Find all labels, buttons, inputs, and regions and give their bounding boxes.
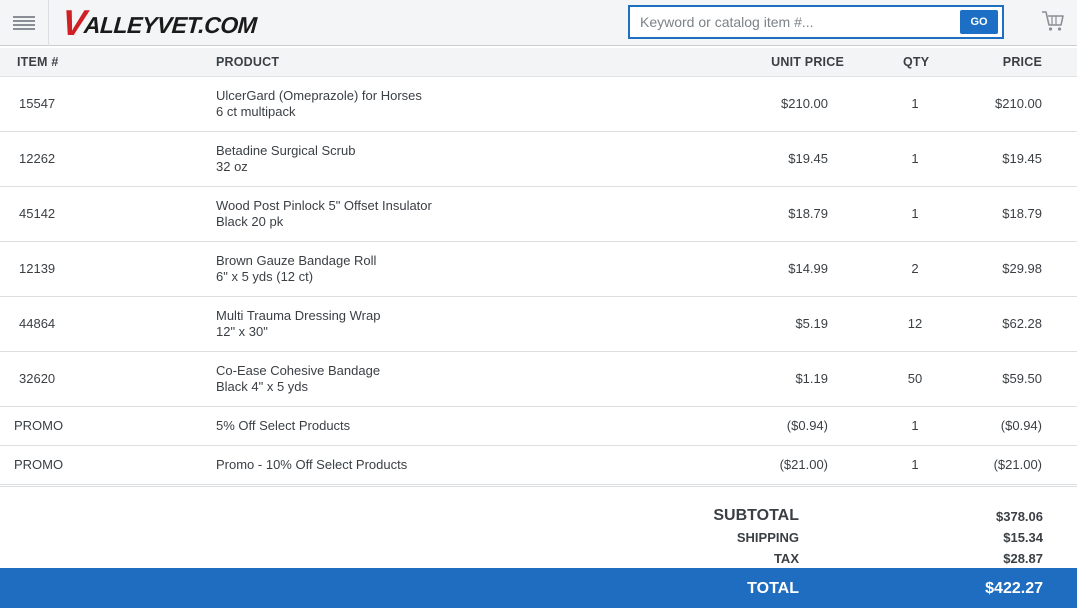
- item-number: 45142: [19, 206, 56, 221]
- column-header-price: PRICE: [1002, 55, 1042, 69]
- valleyvet-logo[interactable]: V ALLEYVET.COM: [60, 2, 258, 43]
- table-row: 12262 Betadine Surgical Scrub 32 oz $19.…: [0, 132, 1077, 187]
- line-price: $59.50: [1002, 371, 1042, 386]
- promo-row: PROMO 5% Off Select Products ($0.94) 1 (…: [0, 407, 1077, 446]
- product-name: Multi Trauma Dressing Wrap: [216, 308, 381, 323]
- promo-tag: PROMO: [14, 418, 64, 433]
- line-price: ($0.94): [1000, 418, 1042, 433]
- product-name: Brown Gauze Bandage Roll: [216, 253, 377, 268]
- unit-price: ($21.00): [779, 457, 828, 472]
- shipping-value: $15.34: [1003, 530, 1043, 545]
- item-number: 44864: [19, 316, 56, 331]
- product-variant: Black 20 pk: [216, 214, 284, 229]
- line-price: $210.00: [995, 96, 1042, 111]
- quantity: 12: [907, 316, 923, 331]
- quantity: 50: [907, 371, 923, 386]
- search-go-button[interactable]: GO: [960, 10, 998, 34]
- product-name: UlcerGard (Omeprazole) for Horses: [216, 88, 422, 103]
- product-cell: Co-Ease Cohesive Bandage Black 4" x 5 yd…: [216, 363, 380, 395]
- product-cell: Wood Post Pinlock 5" Offset Insulator Bl…: [216, 198, 432, 230]
- product-variant: 6 ct multipack: [216, 104, 296, 119]
- unit-price: $14.99: [788, 261, 828, 276]
- hamburger-icon: [13, 16, 35, 30]
- menu-button[interactable]: [0, 0, 49, 46]
- product-variant: 32 oz: [216, 159, 248, 174]
- product-cell: Multi Trauma Dressing Wrap 12" x 30": [216, 308, 380, 340]
- unit-price: $210.00: [781, 96, 828, 111]
- unit-price: $18.79: [788, 206, 828, 221]
- cart-icon[interactable]: [1040, 8, 1066, 34]
- unit-price: $5.19: [795, 316, 828, 331]
- item-number: 15547: [19, 96, 56, 111]
- quantity: 1: [911, 457, 919, 472]
- tax-value: $28.87: [1003, 551, 1043, 566]
- product-name: Co-Ease Cohesive Bandage: [216, 363, 381, 378]
- tax-label: TAX: [773, 551, 799, 566]
- unit-price: ($0.94): [786, 418, 828, 433]
- item-number: 32620: [19, 371, 56, 386]
- quantity: 2: [911, 261, 919, 276]
- search-input[interactable]: [640, 12, 960, 32]
- product-variant: 12" x 30": [216, 324, 268, 339]
- search-box: GO: [628, 5, 1004, 39]
- column-header-qty: QTY: [903, 55, 930, 69]
- promo-name: Promo - 10% Off Select Products: [216, 457, 408, 472]
- unit-price: $19.45: [788, 151, 828, 166]
- table-row: 45142 Wood Post Pinlock 5" Offset Insula…: [0, 187, 1077, 242]
- subtotal-label: SUBTOTAL: [713, 507, 799, 524]
- product-variant: Black 4" x 5 yds: [216, 379, 309, 394]
- site-header: V ALLEYVET.COM GO: [0, 0, 1077, 46]
- column-header-product: PRODUCT: [216, 55, 280, 69]
- product-cell: Brown Gauze Bandage Roll 6" x 5 yds (12 …: [216, 253, 376, 285]
- order-totals: SUBTOTAL $378.06 SHIPPING $15.34 TAX $28…: [0, 486, 1077, 568]
- table-row: 32620 Co-Ease Cohesive Bandage Black 4" …: [0, 352, 1077, 407]
- column-header-unit-price: UNIT PRICE: [771, 55, 844, 69]
- line-price: $18.79: [1002, 206, 1042, 221]
- quantity: 1: [911, 96, 919, 111]
- promo-name: 5% Off Select Products: [216, 418, 351, 433]
- table-row: 15547 UlcerGard (Omeprazole) for Horses …: [0, 77, 1077, 132]
- quantity: 1: [911, 418, 919, 433]
- column-header-item: ITEM #: [17, 55, 59, 69]
- quantity: 1: [911, 206, 919, 221]
- shipping-label: SHIPPING: [736, 530, 799, 545]
- line-price: $62.28: [1002, 316, 1042, 331]
- item-number: 12262: [19, 151, 56, 166]
- product-cell: Betadine Surgical Scrub 32 oz: [216, 143, 355, 175]
- quantity: 1: [911, 151, 919, 166]
- subtotal-value: $378.06: [996, 509, 1043, 524]
- line-price: ($21.00): [993, 457, 1042, 472]
- line-price: $29.98: [1002, 261, 1042, 276]
- product-variant: 6" x 5 yds (12 ct): [216, 269, 314, 284]
- product-name: Betadine Surgical Scrub: [216, 143, 356, 158]
- promo-tag: PROMO: [14, 457, 64, 472]
- logo-text: ALLEYVET.COM: [83, 11, 258, 38]
- total-value: $422.27: [985, 580, 1043, 597]
- table-header: ITEM # PRODUCT UNIT PRICE QTY PRICE: [0, 48, 1077, 77]
- promo-row: PROMO Promo - 10% Off Select Products ($…: [0, 446, 1077, 485]
- order-table: ITEM # PRODUCT UNIT PRICE QTY PRICE 1554…: [0, 48, 1077, 485]
- unit-price: $1.19: [795, 371, 828, 386]
- total-bar: TOTAL $422.27: [0, 568, 1077, 608]
- table-row: 12139 Brown Gauze Bandage Roll 6" x 5 yd…: [0, 242, 1077, 297]
- total-label: TOTAL: [747, 580, 799, 597]
- table-row: 44864 Multi Trauma Dressing Wrap 12" x 3…: [0, 297, 1077, 352]
- line-price: $19.45: [1002, 151, 1042, 166]
- product-name: Wood Post Pinlock 5" Offset Insulator: [216, 198, 432, 213]
- product-cell: UlcerGard (Omeprazole) for Horses 6 ct m…: [216, 88, 422, 120]
- item-number: 12139: [19, 261, 56, 276]
